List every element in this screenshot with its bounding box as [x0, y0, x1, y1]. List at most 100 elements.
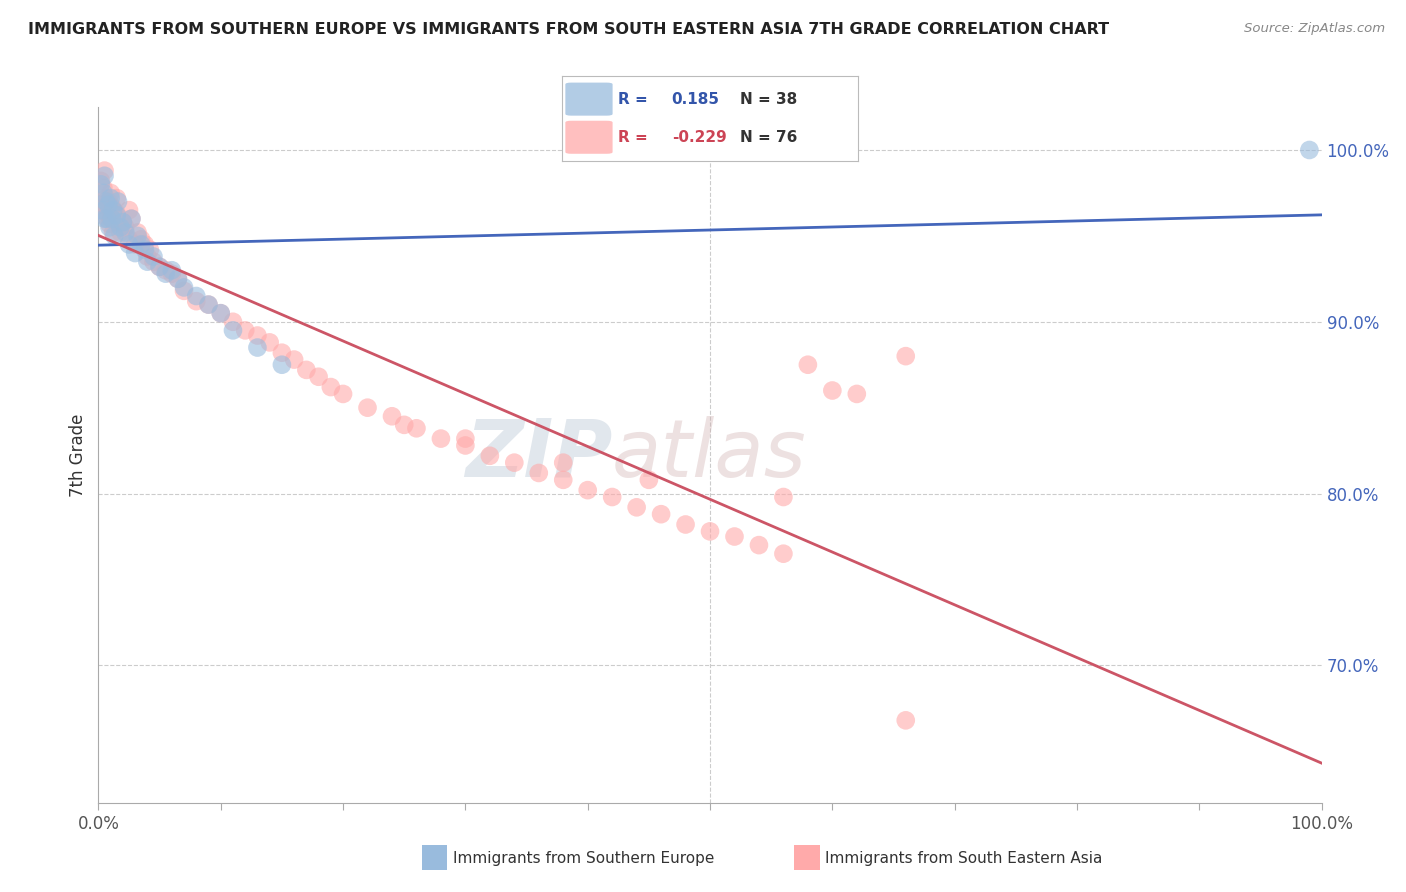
Text: IMMIGRANTS FROM SOUTHERN EUROPE VS IMMIGRANTS FROM SOUTH EASTERN ASIA 7TH GRADE : IMMIGRANTS FROM SOUTHERN EUROPE VS IMMIG…	[28, 22, 1109, 37]
Text: R =: R =	[619, 129, 648, 145]
Point	[111, 215, 134, 229]
Point	[136, 254, 159, 268]
Point	[96, 206, 118, 220]
Point	[118, 237, 141, 252]
Point	[553, 456, 575, 470]
Point	[134, 237, 156, 252]
Point	[91, 181, 114, 195]
Point	[127, 226, 149, 240]
Point	[160, 267, 183, 281]
Point	[1298, 143, 1320, 157]
Point	[167, 272, 190, 286]
Point	[105, 206, 128, 220]
Point	[97, 198, 120, 212]
Point	[93, 169, 115, 183]
Point	[149, 260, 172, 274]
Point	[675, 517, 697, 532]
Point	[127, 228, 149, 243]
Point	[93, 208, 115, 222]
Point	[197, 297, 219, 311]
Point	[129, 232, 152, 246]
Point	[91, 186, 114, 200]
Point	[478, 449, 501, 463]
Point	[118, 203, 141, 218]
Point	[96, 211, 118, 226]
Point	[222, 315, 245, 329]
Point	[430, 432, 453, 446]
Point	[100, 211, 122, 226]
Point	[94, 194, 117, 209]
Point	[98, 220, 121, 235]
Point	[129, 237, 152, 252]
Text: R =: R =	[619, 92, 648, 107]
Point	[94, 191, 117, 205]
Point	[155, 267, 177, 281]
Point	[553, 473, 575, 487]
Point	[134, 243, 156, 257]
Point	[142, 254, 165, 268]
Point	[101, 211, 124, 226]
Text: Immigrants from Southern Europe: Immigrants from Southern Europe	[453, 852, 714, 866]
Point	[295, 363, 318, 377]
Point	[91, 203, 114, 218]
Point	[270, 345, 294, 359]
Point	[246, 341, 269, 355]
Point	[576, 483, 599, 497]
Point	[136, 250, 159, 264]
Point	[186, 294, 208, 309]
Point	[209, 306, 232, 320]
Point	[454, 438, 477, 452]
Point	[155, 263, 177, 277]
FancyBboxPatch shape	[565, 83, 613, 116]
Point	[392, 417, 416, 432]
Point	[101, 203, 124, 218]
Text: N = 38: N = 38	[740, 92, 797, 107]
Point	[142, 250, 165, 264]
Point	[600, 490, 623, 504]
Point	[894, 349, 917, 363]
Point	[160, 263, 183, 277]
Point	[114, 220, 136, 235]
Text: Source: ZipAtlas.com: Source: ZipAtlas.com	[1244, 22, 1385, 36]
Point	[699, 524, 721, 539]
Point	[650, 507, 672, 521]
Text: atlas: atlas	[612, 416, 807, 494]
Point	[332, 387, 354, 401]
Text: N = 76: N = 76	[740, 129, 797, 145]
Point	[120, 211, 142, 226]
Point	[93, 163, 115, 178]
Point	[356, 401, 378, 415]
Point	[105, 208, 128, 222]
Point	[723, 529, 745, 543]
Point	[101, 226, 124, 240]
Point	[405, 421, 427, 435]
Point	[139, 243, 162, 257]
Point	[454, 432, 477, 446]
Point	[381, 409, 404, 424]
Point	[90, 174, 112, 188]
Point	[114, 226, 136, 240]
Point	[209, 306, 232, 320]
Point	[894, 714, 917, 728]
Point	[107, 194, 129, 209]
Point	[118, 232, 141, 246]
FancyBboxPatch shape	[565, 120, 613, 153]
Point	[110, 226, 132, 240]
Point	[772, 547, 794, 561]
Point	[98, 217, 121, 231]
Point	[124, 246, 146, 260]
Point	[186, 289, 208, 303]
Point	[246, 328, 269, 343]
Point	[103, 228, 125, 243]
Point	[503, 456, 526, 470]
Point	[319, 380, 342, 394]
Point	[308, 369, 330, 384]
Point	[270, 358, 294, 372]
Point	[105, 191, 128, 205]
Point	[97, 194, 120, 209]
Text: -0.229: -0.229	[672, 129, 727, 145]
Point	[797, 358, 820, 372]
Text: ZIP: ZIP	[465, 416, 612, 494]
Point	[638, 473, 661, 487]
Point	[222, 323, 245, 337]
